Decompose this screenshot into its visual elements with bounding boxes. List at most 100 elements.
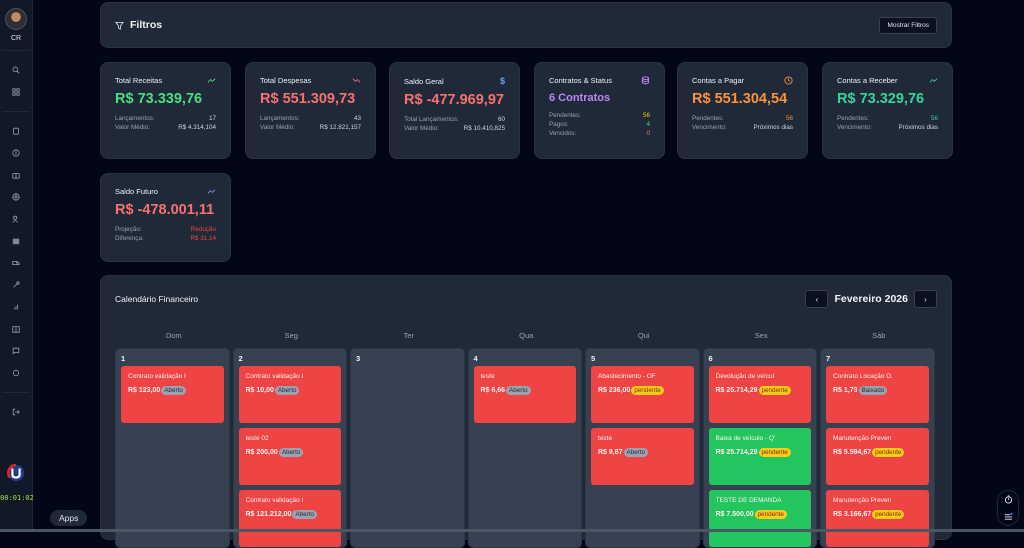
row-label: Pagos:: [549, 121, 569, 128]
bar-chart-icon[interactable]: [9, 300, 23, 314]
horizontal-scrollbar[interactable]: [0, 529, 1024, 532]
status-badge: Aberto: [278, 448, 304, 457]
inbox-icon[interactable]: [9, 234, 23, 248]
row-value: Próximos dias: [898, 124, 938, 131]
calendar-event[interactable]: Devolução de veícul R$ 25.714,29 pendente: [708, 366, 811, 423]
event-title: teste: [480, 373, 495, 380]
event-amount: R$ 123,00: [128, 387, 161, 394]
event-amount: R$ 25.714,29: [715, 449, 758, 456]
day-number: 4: [473, 354, 478, 363]
status-badge: pendente: [758, 448, 791, 457]
calendar-event[interactable]: teste R$ 6,66 Aberto: [473, 366, 576, 423]
globe-icon[interactable]: [9, 190, 23, 204]
menu-icon[interactable]: [1004, 512, 1013, 521]
briefcase-icon[interactable]: [9, 168, 23, 182]
filters-title: Filtros: [130, 19, 163, 31]
row-label: Total Lançamentos:: [404, 116, 459, 123]
users-icon[interactable]: [9, 212, 23, 226]
weekday: Qua: [519, 330, 534, 340]
timer-icon[interactable]: [1004, 495, 1013, 504]
event-title: teste: [598, 435, 613, 442]
row-value: R$ 12.821,157: [319, 124, 361, 131]
dollar-icon[interactable]: [9, 146, 23, 160]
status-badge: pendente: [758, 386, 791, 395]
calendar-event[interactable]: Manutenção Preven R$ 5.594,67 pendente: [826, 428, 929, 485]
show-filters-button[interactable]: Mostrar Filtros: [879, 16, 937, 34]
clipboard-icon[interactable]: [9, 124, 23, 138]
tool-icon[interactable]: [9, 278, 23, 292]
calendar-day[interactable]: 5 Abastecimento - OF R$ 236,00 pendente test…: [585, 348, 700, 548]
calendar-grid: 1 Contrato validação I R$ 123,00 Aberto 2 Con…: [115, 348, 937, 548]
calendar-event[interactable]: Contrato validação I R$ 10,00 Aberto: [238, 366, 341, 423]
event-title: teste 02: [245, 435, 269, 442]
weekday: Sex: [754, 330, 768, 340]
row-label: Vencimento:: [692, 124, 727, 131]
chevron-right-icon: ›: [924, 294, 927, 304]
event-amount: R$ 6,66: [480, 387, 506, 394]
calendar-event[interactable]: Manutenção Preven R$ 3.166,67 pendente: [826, 490, 929, 547]
circle-icon[interactable]: [9, 366, 23, 380]
calendar-event[interactable]: Contrato validação I R$ 121.212,00 Aberto: [238, 490, 341, 547]
card-contratos-status: Contratos & Status 6 Contratos Pendentes…: [534, 62, 665, 159]
row-value: 17: [208, 115, 216, 122]
event-title: Manutenção Preven: [833, 435, 892, 442]
calendar-day[interactable]: 2 Contrato validação I R$ 10,00 Aberto teste…: [232, 348, 347, 548]
filter-icon: [115, 21, 124, 30]
trending-up-icon: [207, 189, 216, 194]
calendar-day[interactable]: 4 teste R$ 6,66 Aberto: [467, 348, 582, 548]
row-value: Redução: [190, 226, 216, 233]
book-icon[interactable]: [9, 322, 23, 336]
event-title: Contrato validação I: [245, 497, 304, 504]
divider: [2, 111, 30, 112]
calendar-event[interactable]: teste 02 R$ 200,00 Aberto: [238, 428, 341, 485]
row-label: Pendentes:: [837, 115, 869, 122]
status-badge: Aberto: [623, 448, 649, 457]
calendar-event[interactable]: Contrato validação I R$ 123,00 Aberto: [121, 366, 224, 423]
row-label: Lançamentos:: [115, 115, 155, 122]
calendar-event[interactable]: Contrato Locação O. R$ 1,73 Baixado: [826, 366, 929, 423]
logout-icon[interactable]: [9, 405, 23, 419]
status-badge: Aberto: [274, 386, 300, 395]
avatar[interactable]: [5, 8, 27, 30]
chevron-left-icon: ‹: [815, 294, 819, 304]
next-month-button[interactable]: ›: [914, 290, 937, 308]
calendar-event[interactable]: Baixa de veículo - Q' R$ 25.714,29 pendent…: [708, 428, 811, 485]
weekday: Dom: [165, 330, 182, 340]
event-title: Contrato Locação O.: [833, 373, 893, 380]
card-saldo-geral: Saldo Geral $ R$ -477.969,97 Total Lança…: [389, 62, 520, 159]
card-title: Total Despesas: [260, 76, 312, 85]
status-badge: pendente: [872, 510, 905, 519]
event-title: Abastecimento - OF: [598, 373, 656, 380]
prev-month-button[interactable]: ‹: [805, 290, 829, 308]
calendar-event[interactable]: teste R$ 9,87 Aberto: [591, 428, 694, 485]
weekday: Qui: [637, 330, 650, 340]
divider: [2, 392, 30, 393]
day-number: 5: [591, 354, 596, 363]
card-value: R$ -477.969,97: [404, 92, 504, 108]
calendar-day[interactable]: 6 Devolução de veícul R$ 25.714,29 pendente…: [702, 348, 817, 548]
event-amount: R$ 5.594,67: [833, 449, 872, 456]
database-icon: [641, 76, 650, 85]
filters-panel: Filtros Mostrar Filtros: [100, 2, 952, 48]
row-value: 60: [497, 116, 505, 123]
weekday: Seg: [284, 330, 298, 340]
grid-icon[interactable]: [9, 85, 23, 99]
search-icon[interactable]: [9, 63, 23, 77]
calendar-event[interactable]: Abastecimento - OF R$ 236,00 pendente: [591, 366, 694, 423]
row-label: Vencidos:: [549, 130, 577, 137]
event-amount: R$ 121.212,00: [245, 511, 292, 518]
day-number: 2: [238, 354, 243, 363]
calendar-event[interactable]: TESTE DE DEMANDA R$ 7.500,00 pendente: [708, 490, 811, 547]
calendar-day[interactable]: 1 Contrato validação I R$ 123,00 Aberto: [115, 348, 230, 548]
truck-icon[interactable]: [9, 256, 23, 270]
status-badge: Aberto: [506, 386, 531, 395]
message-icon[interactable]: [9, 344, 23, 358]
card-title: Saldo Geral: [404, 76, 444, 86]
dollar-icon: $: [499, 76, 505, 86]
calendar-day[interactable]: 3: [350, 348, 465, 548]
status-badge: pendente: [631, 386, 664, 395]
app-logo: [6, 463, 25, 482]
calendar-day[interactable]: 7 Contrato Locação O. R$ 1,73 Baixado Manute…: [820, 348, 935, 548]
event-amount: R$ 7.500,00: [715, 511, 754, 518]
status-badge: pendente: [754, 510, 787, 519]
